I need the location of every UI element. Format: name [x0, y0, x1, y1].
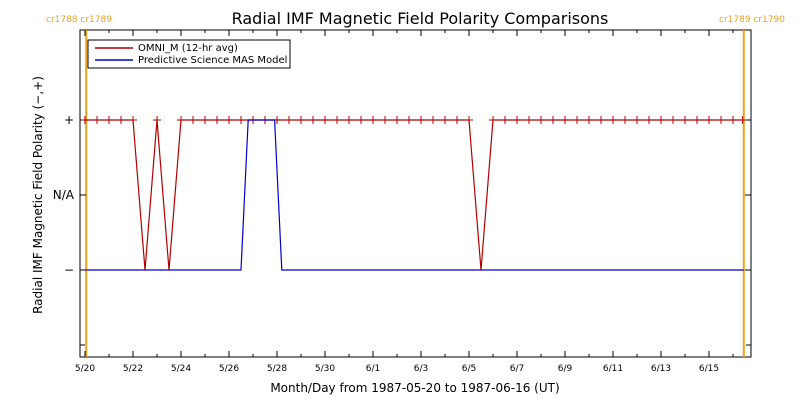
omni-plus-marker [738, 116, 747, 124]
omni-plus-marker [561, 116, 569, 124]
x-tick-label: 5/20 [75, 364, 95, 374]
omni-plus-marker [621, 116, 629, 124]
omni-plus-marker [525, 116, 533, 124]
omni-plus-marker [333, 116, 341, 124]
x-tick-label: 6/15 [699, 364, 719, 374]
x-tick-label: 6/9 [558, 364, 573, 374]
omni-plus-marker [549, 116, 557, 124]
omni-plus-marker [93, 116, 101, 124]
omni-plus-marker [429, 116, 437, 124]
x-tick-label: 6/11 [603, 364, 623, 374]
carrington-label: cr1789 cr1790 [719, 15, 785, 25]
x-tick-label: 5/28 [267, 364, 287, 374]
x-tick-label: 5/24 [171, 364, 191, 374]
omni-plus-marker [381, 116, 389, 124]
omni-plus-marker [513, 116, 521, 124]
omni-plus-marker [501, 116, 509, 124]
omni-plus-marker [285, 116, 293, 124]
x-tick-label: 6/5 [462, 364, 476, 374]
omni-plus-marker [609, 116, 617, 124]
x-tick-label: 6/13 [651, 364, 671, 374]
series-lines [81, 116, 747, 271]
omni-plus-marker [585, 116, 593, 124]
omni-plus-marker [177, 116, 185, 124]
omni-plus-marker [705, 116, 713, 124]
y-axis-label: Radial IMF Magnetic Field Polarity (−,+) [31, 76, 45, 314]
x-tick-label: 6/3 [414, 364, 428, 374]
omni-plus-marker [129, 116, 137, 124]
omni-plus-marker [357, 116, 365, 124]
omni-plus-marker [717, 116, 725, 124]
carrington-label: cr1788 cr1789 [46, 15, 112, 25]
omni-series-line [85, 119, 743, 271]
omni-plus-marker [573, 116, 581, 124]
omni-plus-marker [729, 116, 737, 124]
omni-plus-marker [693, 116, 701, 124]
legend: OMNI_M (12-hr avg) Predictive Science MA… [87, 39, 291, 69]
omni-plus-marker [309, 116, 317, 124]
y-tick-label: + [64, 113, 74, 127]
x-tick-label: 5/26 [219, 364, 239, 374]
omni-plus-marker [441, 116, 449, 124]
omni-plus-marker [489, 116, 497, 124]
plot-frame [79, 29, 752, 358]
omni-plus-marker [393, 116, 401, 124]
omni-plus-marker [213, 116, 221, 124]
x-axis-label: Month/Day from 1987-05-20 to 1987-06-16 … [270, 381, 559, 395]
legend-box [87, 39, 291, 69]
y-tick-label: − [64, 263, 74, 277]
omni-plus-marker [297, 116, 305, 124]
omni-plus-marker [81, 116, 89, 124]
x-tick-label: 6/1 [366, 364, 380, 374]
omni-plus-marker [645, 116, 653, 124]
omni-plus-marker [417, 116, 425, 124]
omni-plus-marker [117, 116, 125, 124]
omni-plus-marker [105, 116, 113, 124]
omni-plus-marker [633, 116, 641, 124]
omni-plus-marker [657, 116, 665, 124]
omni-plus-marker [537, 116, 545, 124]
omni-plus-marker [405, 116, 413, 124]
chart-title: Radial IMF Magnetic Field Polarity Compa… [232, 9, 609, 28]
omni-plus-marker [369, 116, 377, 124]
carrington-markers: cr1788 cr1789 cr1789 cr1790 [46, 15, 785, 357]
omni-plus-marker [225, 116, 233, 124]
mas-series-line [86, 119, 744, 271]
omni-plus-marker [201, 116, 209, 124]
omni-plus-marker [669, 116, 677, 124]
x-tick-label: 5/22 [123, 364, 143, 374]
x-tick-label: 6/7 [510, 364, 524, 374]
omni-plus-marker [453, 116, 461, 124]
omni-plus-marker [465, 116, 473, 124]
omni-plus-marker [321, 116, 329, 124]
legend-label-mas: Predictive Science MAS Model [138, 55, 287, 66]
omni-plus-marker [189, 116, 197, 124]
omni-plus-marker [237, 116, 245, 124]
legend-label-omni: OMNI_M (12-hr avg) [138, 43, 238, 54]
y-tick-label: N/A [53, 188, 75, 202]
omni-plus-marker [153, 116, 161, 124]
omni-plus-marker [681, 116, 689, 124]
omni-plus-marker [597, 116, 605, 124]
axis-ticks: 5/20 5/22 5/24 5/26 5/28 5/30 6/1 6/3 6/5 6/7 6/9 6… [53, 30, 751, 374]
omni-plus-marker [345, 116, 353, 124]
x-tick-label: 5/30 [315, 364, 335, 374]
